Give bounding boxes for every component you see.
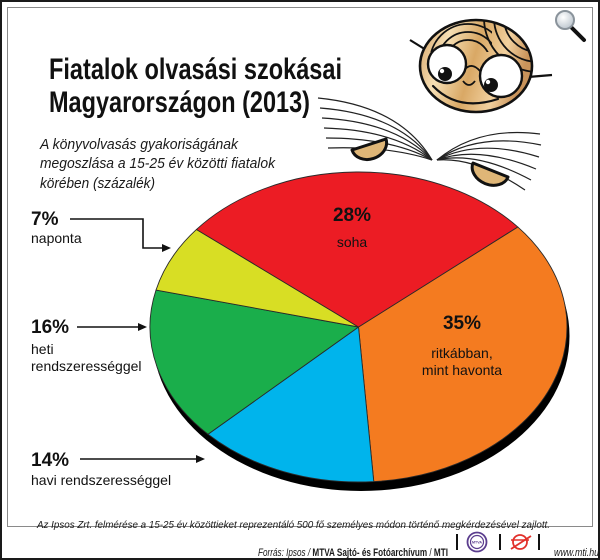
- mti-logo: [510, 534, 532, 550]
- pie-slice: [196, 171, 519, 328]
- label-rarely-percent: 35%: [442, 313, 482, 334]
- page-title-line-2: Magyarországon (2013): [32, 58, 382, 118]
- pie-slices: [149, 171, 568, 483]
- pie-chart: [149, 171, 570, 491]
- survey-note-text: Az Ipsos Zrt. felmérése a 15-25 év közöt…: [36, 518, 550, 531]
- label-daily-percent: 7%: [31, 209, 59, 230]
- website-link[interactable]: www.mti.hu: [548, 537, 600, 559]
- source-credit: Forrás: Ipsos / MTVA Sajtó- és Fotóarchí…: [252, 537, 514, 559]
- subtitle: A könyvolvasás gyakoriságának: [32, 122, 253, 152]
- source-mti: MTI: [434, 547, 449, 559]
- label-weekly-text-1: heti: [31, 341, 54, 357]
- left-hand-icon: [350, 137, 389, 162]
- label-arrows: [70, 218, 197, 460]
- subtitle-line-3: körében (százalék): [40, 175, 156, 192]
- label-weekly-text-2: rendszerességgel: [31, 358, 142, 374]
- label-weekly-percent: 16%: [31, 317, 70, 338]
- arrowhead-icon: [138, 323, 147, 331]
- reader-illustration: [317, 18, 553, 191]
- website-text[interactable]: www.mti.hu: [554, 547, 600, 559]
- source-prefix: Forrás: Ipsos /: [258, 547, 313, 559]
- footer-separators: [456, 534, 540, 550]
- arrowheads: [138, 244, 205, 463]
- eyes-icon: [438, 67, 498, 92]
- hair-icon: [429, 20, 532, 73]
- page-title: Fiatalok olvasási szokásai: [32, 25, 422, 85]
- pie-slice: [149, 289, 359, 435]
- label-never-text: soha: [336, 234, 368, 250]
- pie-slice: [207, 326, 375, 483]
- subtitle-2: megoszlása a 15-25 év közötti fiatalok: [32, 141, 295, 171]
- label-never-percent: 28%: [332, 205, 372, 226]
- mtva-logo-text: MTVA: [472, 541, 482, 545]
- title-line-1: Fiatalok olvasási szokásai: [48, 53, 342, 86]
- right-hand-icon: [470, 161, 510, 187]
- label-daily-text: naponta: [31, 230, 82, 246]
- label-monthly-percent: 14%: [31, 450, 70, 471]
- arrowhead-icon: [162, 244, 171, 252]
- arrowhead-icon: [196, 455, 205, 463]
- subtitle-3: körében (százalék): [32, 161, 167, 191]
- book-pages-icon: [317, 97, 542, 191]
- magnifier-icon[interactable]: [555, 10, 586, 42]
- face-icon: [409, 18, 553, 114]
- mtva-logo: MTVA: [466, 531, 488, 553]
- subtitle-line-1: A könyvolvasás gyakoriságának: [40, 136, 239, 153]
- label-rarely-text-1: ritkábban,: [431, 345, 493, 361]
- pie-slice: [358, 226, 568, 483]
- mouth-icon: [431, 84, 500, 105]
- content-frame: [7, 7, 593, 527]
- nose-icon: [462, 80, 476, 86]
- label-monthly-text: havi rendszerességgel: [31, 472, 172, 488]
- title-line-2: Magyarországon (2013): [48, 86, 310, 119]
- source-credit-inner: Forrás: Ipsos / MTVA Sajtó- és Fotóarchí…: [258, 548, 448, 559]
- source-separator: /: [427, 547, 435, 559]
- source-org: MTVA Sajtó- és Fotóarchívum: [312, 547, 428, 559]
- label-rarely-text-2: mint havonta: [421, 362, 503, 378]
- subtitle-line-2: megoszlása a 15-25 év közötti fiatalok: [40, 155, 276, 172]
- survey-note: Az Ipsos Zrt. felmérése a 15-25 év közöt…: [31, 509, 585, 530]
- arrow-daily: [70, 218, 163, 249]
